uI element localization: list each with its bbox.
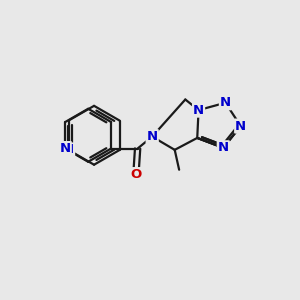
Text: N: N — [60, 142, 71, 155]
Text: N: N — [235, 120, 246, 133]
Text: O: O — [130, 168, 142, 181]
Text: N: N — [147, 130, 158, 143]
Text: N: N — [193, 103, 204, 117]
Text: N: N — [218, 141, 229, 154]
Text: N: N — [63, 143, 74, 157]
Text: N: N — [220, 96, 231, 109]
